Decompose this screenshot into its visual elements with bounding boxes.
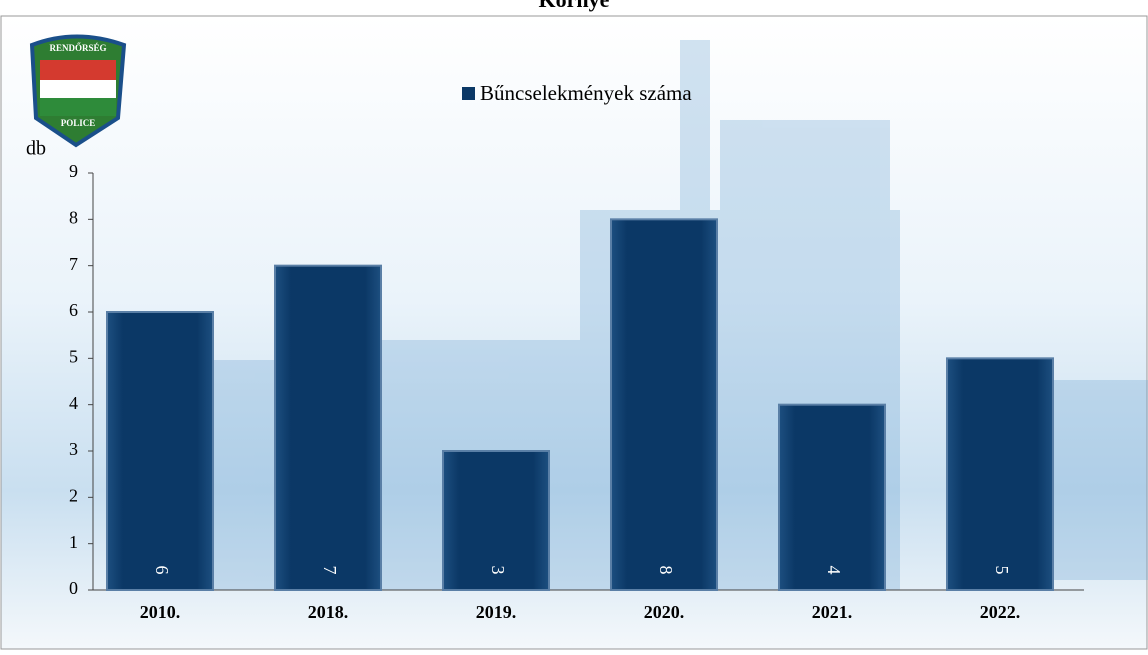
bar (946, 357, 1054, 592)
bar (778, 403, 886, 591)
logo-text: POLICE (61, 118, 96, 128)
y-tick-label: 5 (69, 346, 78, 366)
bar (442, 450, 550, 591)
y-tick-label: 2 (69, 485, 78, 505)
data-label: 6 (152, 566, 172, 575)
x-tick-label: 2019. (476, 602, 517, 622)
bar (106, 311, 214, 591)
bar (610, 218, 718, 591)
y-tick-label: 4 (69, 393, 78, 413)
y-tick-label: 0 (69, 578, 78, 598)
x-tick-label: 2018. (308, 602, 349, 622)
data-label: 5 (992, 566, 1012, 575)
y-tick-label: 1 (69, 532, 78, 552)
data-label: 3 (488, 566, 508, 575)
chart-title: Környe (539, 0, 610, 12)
data-label: 7 (320, 566, 340, 575)
logo-text: RENDŐRSÉG (49, 43, 106, 53)
x-tick-label: 2020. (644, 602, 685, 622)
data-label: 4 (824, 566, 844, 575)
x-tick-label: 2022. (980, 602, 1021, 622)
legend-swatch (462, 87, 475, 100)
x-tick-label: 2010. (140, 602, 181, 622)
y-tick-label: 8 (69, 207, 78, 227)
y-tick-label: 7 (69, 254, 78, 274)
y-axis-label: db (26, 138, 46, 160)
data-label: 8 (656, 566, 676, 575)
y-tick-label: 3 (69, 439, 78, 459)
y-tick-label: 6 (69, 300, 78, 320)
legend-label: Bűncselekmények száma (480, 81, 692, 105)
y-tick-label: 9 (69, 161, 78, 181)
x-tick-label: 2021. (812, 602, 853, 622)
bar (274, 264, 382, 591)
logo: RENDŐRSÉG POLICE (29, 34, 127, 148)
